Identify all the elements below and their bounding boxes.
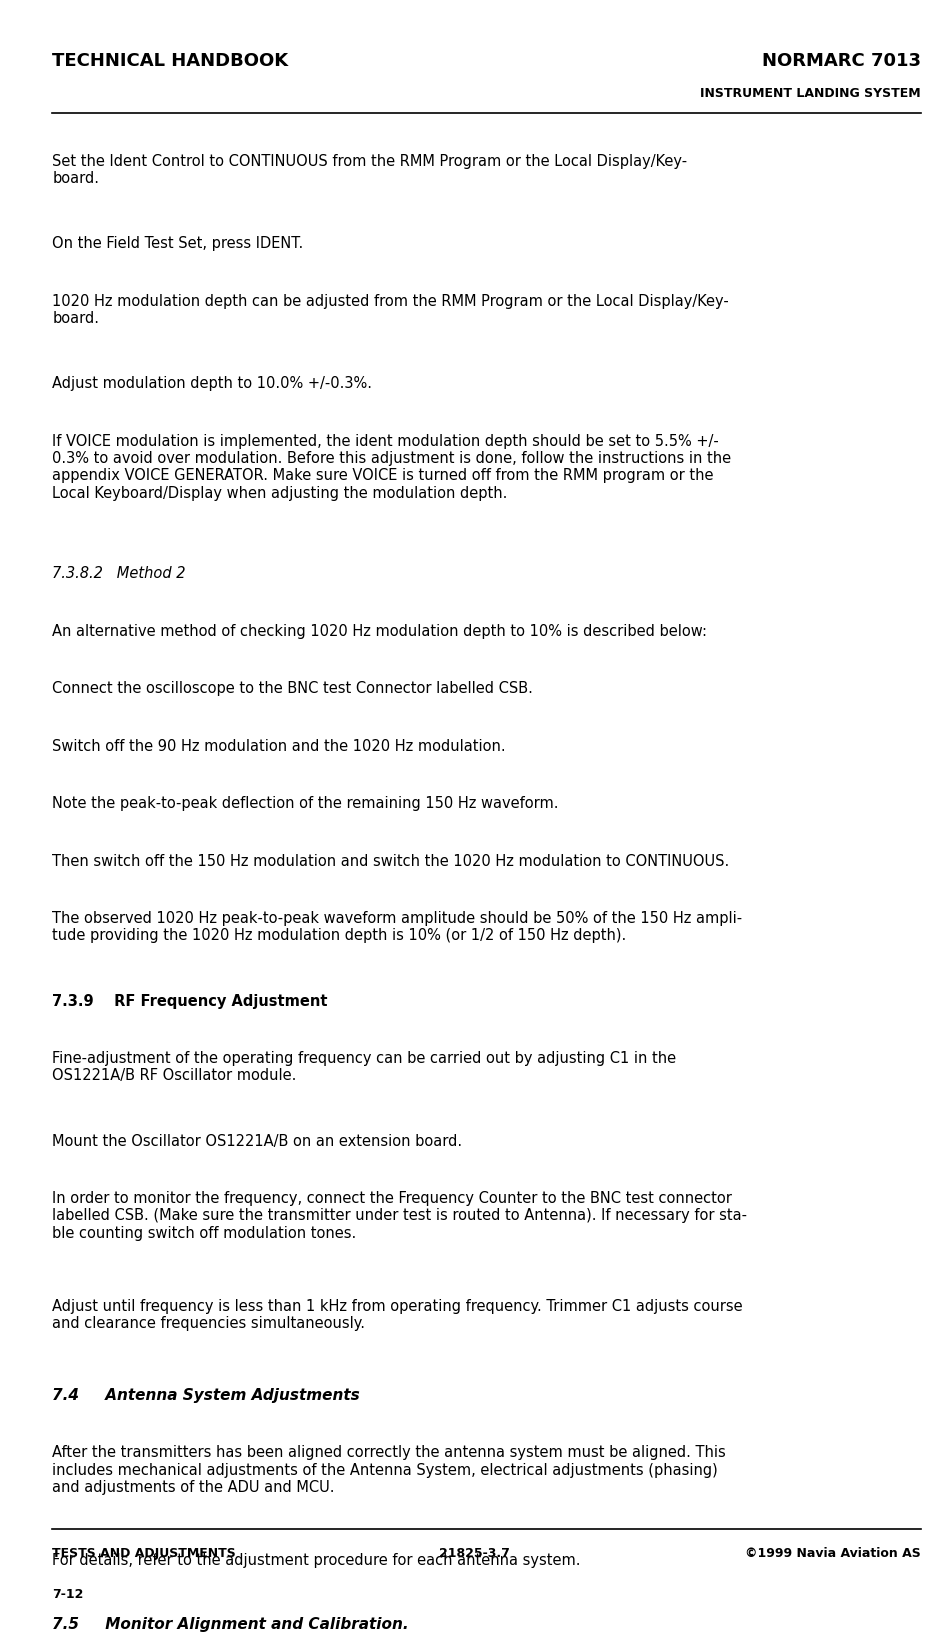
Text: 7.4     Antenna System Adjustments: 7.4 Antenna System Adjustments [52, 1387, 360, 1402]
Text: Fine-adjustment of the operating frequency can be carried out by adjusting C1 in: Fine-adjustment of the operating frequen… [52, 1051, 677, 1084]
Text: An alternative method of checking 1020 Hz modulation depth to 10% is described b: An alternative method of checking 1020 H… [52, 623, 707, 638]
Text: Adjust modulation depth to 10.0% +/-0.3%.: Adjust modulation depth to 10.0% +/-0.3%… [52, 377, 372, 392]
Text: On the Field Test Set, press IDENT.: On the Field Test Set, press IDENT. [52, 237, 304, 251]
Text: TECHNICAL HANDBOOK: TECHNICAL HANDBOOK [52, 52, 288, 70]
Text: For details, refer to the adjustment procedure for each antenna system.: For details, refer to the adjustment pro… [52, 1552, 581, 1568]
Text: 21825-3.7: 21825-3.7 [439, 1547, 510, 1560]
Text: The observed 1020 Hz peak-to-peak waveform amplitude should be 50% of the 150 Hz: The observed 1020 Hz peak-to-peak wavefo… [52, 911, 742, 943]
Text: Then switch off the 150 Hz modulation and switch the 1020 Hz modulation to CONTI: Then switch off the 150 Hz modulation an… [52, 854, 730, 868]
Text: If VOICE modulation is implemented, the ident modulation depth should be set to : If VOICE modulation is implemented, the … [52, 434, 732, 501]
Text: 7-12: 7-12 [52, 1588, 84, 1601]
Text: In order to monitor the frequency, connect the Frequency Counter to the BNC test: In order to monitor the frequency, conne… [52, 1191, 747, 1240]
Text: TESTS AND ADJUSTMENTS: TESTS AND ADJUSTMENTS [52, 1547, 236, 1560]
Text: 7.3.8.2   Method 2: 7.3.8.2 Method 2 [52, 566, 186, 581]
Text: After the transmitters has been aligned correctly the antenna system must be ali: After the transmitters has been aligned … [52, 1444, 726, 1495]
Text: NORMARC 7013: NORMARC 7013 [761, 52, 921, 70]
Text: 7.3.9    RF Frequency Adjustment: 7.3.9 RF Frequency Adjustment [52, 994, 327, 1009]
Text: Adjust until frequency is less than 1 kHz from operating frequency. Trimmer C1 a: Adjust until frequency is less than 1 kH… [52, 1299, 743, 1332]
Text: Mount the Oscillator OS1221A/B on an extension board.: Mount the Oscillator OS1221A/B on an ext… [52, 1134, 462, 1149]
Text: 7.5     Monitor Alignment and Calibration.: 7.5 Monitor Alignment and Calibration. [52, 1617, 409, 1632]
Text: ©1999 Navia Aviation AS: ©1999 Navia Aviation AS [745, 1547, 921, 1560]
Text: INSTRUMENT LANDING SYSTEM: INSTRUMENT LANDING SYSTEM [700, 88, 921, 101]
Text: Note the peak-to-peak deflection of the remaining 150 Hz waveform.: Note the peak-to-peak deflection of the … [52, 796, 559, 811]
Text: Set the Ident Control to CONTINUOUS from the RMM Program or the Local Display/Ke: Set the Ident Control to CONTINUOUS from… [52, 153, 687, 186]
Text: 1020 Hz modulation depth can be adjusted from the RMM Program or the Local Displ: 1020 Hz modulation depth can be adjusted… [52, 294, 729, 326]
Text: Connect the oscilloscope to the BNC test Connector labelled CSB.: Connect the oscilloscope to the BNC test… [52, 681, 533, 697]
Text: Switch off the 90 Hz modulation and the 1020 Hz modulation.: Switch off the 90 Hz modulation and the … [52, 739, 506, 754]
